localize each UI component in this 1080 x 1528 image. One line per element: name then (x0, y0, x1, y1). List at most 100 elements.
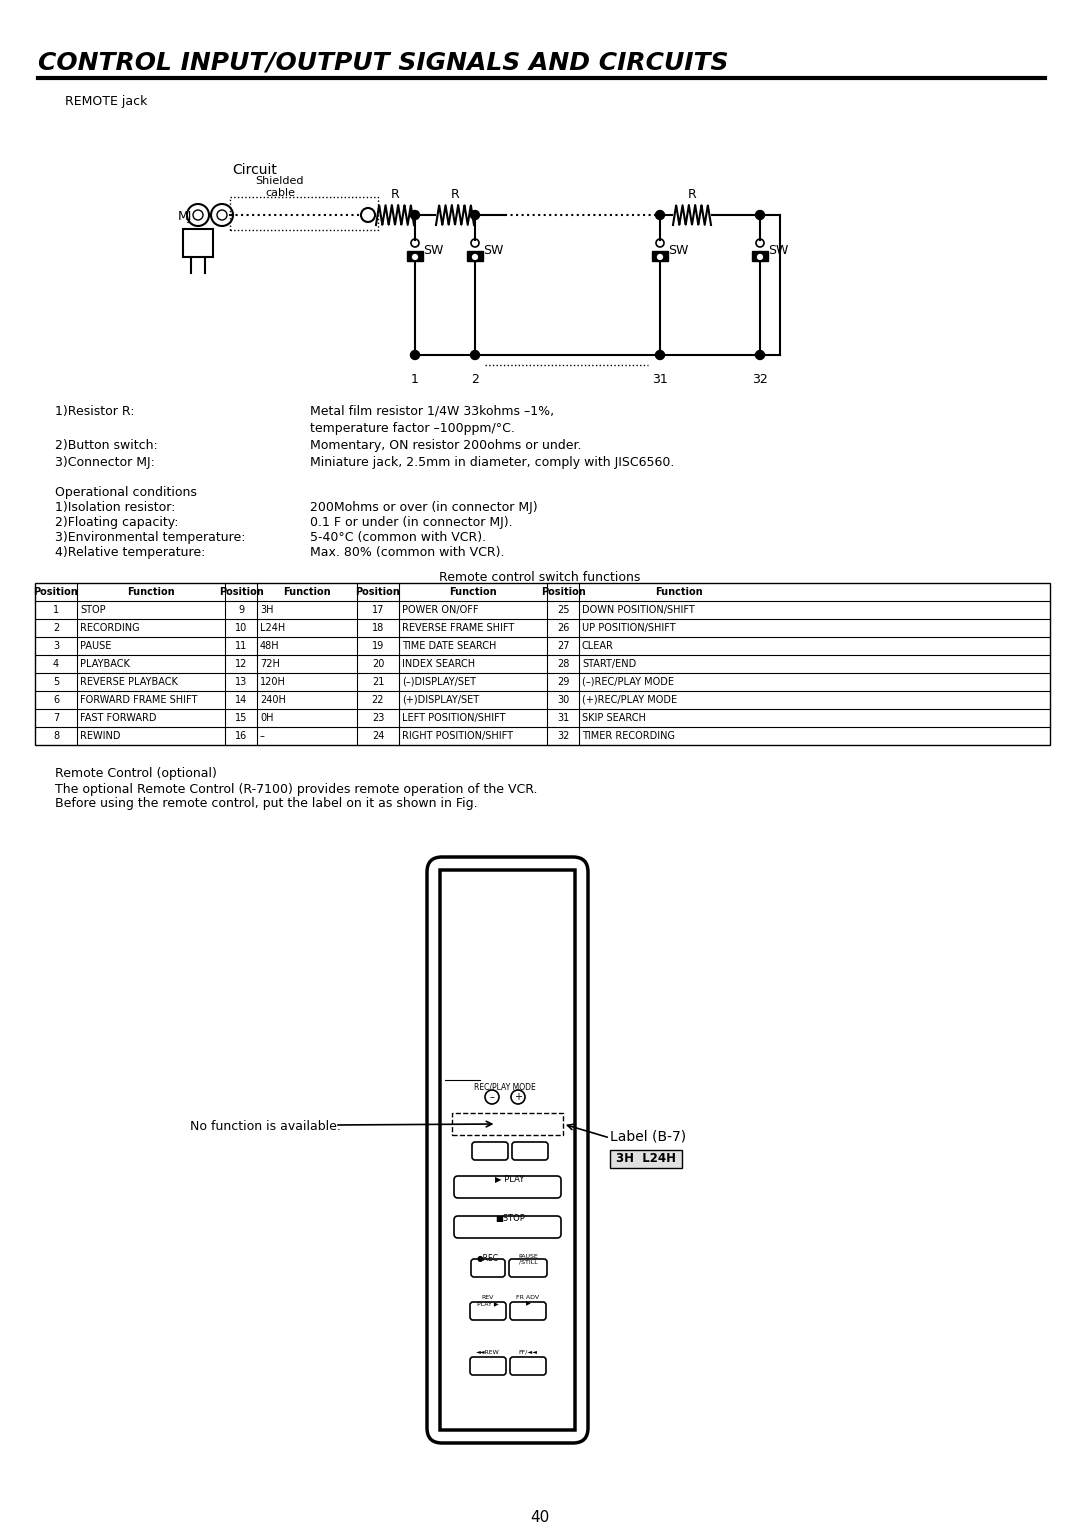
Text: The optional Remote Control (R-7100) provides remote operation of the VCR.: The optional Remote Control (R-7100) pro… (55, 782, 538, 796)
Text: 7: 7 (53, 714, 59, 723)
Circle shape (411, 238, 419, 248)
Circle shape (756, 350, 765, 359)
Text: 31: 31 (557, 714, 569, 723)
Text: Position: Position (218, 587, 264, 597)
Circle shape (471, 254, 480, 261)
Text: 18: 18 (372, 623, 384, 633)
Bar (467, 251, 483, 261)
Text: CLEAR: CLEAR (582, 642, 613, 651)
Text: Position: Position (33, 587, 79, 597)
Text: 17: 17 (372, 605, 384, 614)
Text: PAUSE
/STILL: PAUSE /STILL (518, 1254, 538, 1265)
Text: 28: 28 (557, 659, 569, 669)
Text: Function: Function (656, 587, 703, 597)
FancyBboxPatch shape (440, 869, 575, 1430)
Bar (752, 251, 768, 261)
Circle shape (410, 350, 419, 359)
Text: 14: 14 (234, 695, 247, 704)
Text: 2: 2 (53, 623, 59, 633)
Text: START/END: START/END (582, 659, 636, 669)
Text: 15: 15 (234, 714, 247, 723)
Text: 72H: 72H (260, 659, 280, 669)
Text: STOP: STOP (80, 605, 106, 614)
Text: Before using the remote control, put the label on it as shown in Fig.: Before using the remote control, put the… (55, 798, 477, 810)
Text: 5: 5 (53, 677, 59, 688)
Text: TIMER RECORDING: TIMER RECORDING (582, 730, 675, 741)
Text: 6: 6 (53, 695, 59, 704)
Text: 3)Connector MJ:: 3)Connector MJ: (55, 455, 154, 469)
Text: 40: 40 (530, 1510, 550, 1525)
Text: REV
PLAY ▶: REV PLAY ▶ (477, 1296, 499, 1306)
Text: DOWN POSITION/SHIFT: DOWN POSITION/SHIFT (582, 605, 694, 614)
Text: 32: 32 (557, 730, 569, 741)
Text: REWIND: REWIND (80, 730, 121, 741)
Text: ●REC: ●REC (477, 1254, 499, 1264)
Circle shape (756, 211, 765, 220)
Text: FORWARD FRAME SHIFT: FORWARD FRAME SHIFT (80, 695, 198, 704)
Text: Function: Function (127, 587, 175, 597)
Text: Label (B-7): Label (B-7) (610, 1131, 686, 1144)
Text: SKIP SEARCH: SKIP SEARCH (582, 714, 646, 723)
Text: 1: 1 (53, 605, 59, 614)
Text: SW: SW (669, 243, 688, 257)
Text: ▶ PLAY: ▶ PLAY (496, 1174, 525, 1183)
Text: Momentary, ON resistor 200ohms or under.: Momentary, ON resistor 200ohms or under. (310, 439, 581, 452)
Text: Remote control switch functions: Remote control switch functions (440, 571, 640, 584)
Text: 200Mohms or over (in connector MJ): 200Mohms or over (in connector MJ) (310, 501, 538, 513)
Text: INDEX SEARCH: INDEX SEARCH (402, 659, 475, 669)
Bar (610, 1151, 681, 1167)
Text: –: – (489, 1093, 495, 1102)
Bar (652, 251, 669, 261)
Text: R: R (688, 188, 697, 202)
Text: Function: Function (283, 587, 330, 597)
Circle shape (656, 254, 664, 261)
Text: 25: 25 (557, 605, 569, 614)
Text: MJ: MJ (178, 209, 192, 223)
Text: (–)REC/PLAY MODE: (–)REC/PLAY MODE (582, 677, 674, 688)
Text: 1)Isolation resistor:: 1)Isolation resistor: (55, 501, 175, 513)
Text: 20: 20 (372, 659, 384, 669)
Text: Max. 80% (common with VCR).: Max. 80% (common with VCR). (310, 545, 504, 559)
Text: 3H  L24H: 3H L24H (616, 1152, 676, 1166)
Text: 22: 22 (372, 695, 384, 704)
Text: Circuit: Circuit (232, 163, 276, 177)
Text: 5-40°C (common with VCR).: 5-40°C (common with VCR). (310, 532, 486, 544)
Text: POWER ON/OFF: POWER ON/OFF (402, 605, 478, 614)
Text: Position: Position (355, 587, 401, 597)
Text: 3: 3 (53, 642, 59, 651)
Circle shape (756, 238, 764, 248)
Circle shape (471, 211, 480, 220)
Text: –: – (260, 730, 265, 741)
Text: (–)DISPLAY/SET: (–)DISPLAY/SET (402, 677, 476, 688)
Text: 0H: 0H (260, 714, 273, 723)
Text: 30: 30 (557, 695, 569, 704)
Circle shape (411, 254, 419, 261)
Text: (+)REC/PLAY MODE: (+)REC/PLAY MODE (582, 695, 677, 704)
Text: 2)Floating capacity:: 2)Floating capacity: (55, 516, 178, 529)
Text: LEFT POSITION/SHIFT: LEFT POSITION/SHIFT (402, 714, 505, 723)
Text: SW: SW (483, 243, 503, 257)
Text: UP POSITION/SHIFT: UP POSITION/SHIFT (582, 623, 676, 633)
Text: 10: 10 (234, 623, 247, 633)
Text: 0.1 F or under (in connector MJ).: 0.1 F or under (in connector MJ). (310, 516, 513, 529)
Text: RIGHT POSITION/SHIFT: RIGHT POSITION/SHIFT (402, 730, 513, 741)
Text: RECORDING: RECORDING (80, 623, 139, 633)
Text: SW: SW (423, 243, 444, 257)
Text: Shielded
cable: Shielded cable (256, 176, 305, 197)
Bar (230, 197, 378, 231)
Text: 2)Button switch:: 2)Button switch: (55, 439, 158, 452)
Text: 27: 27 (557, 642, 569, 651)
Circle shape (471, 350, 480, 359)
Text: 32: 32 (752, 373, 768, 387)
Text: 4)Relative temperature:: 4)Relative temperature: (55, 545, 205, 559)
Circle shape (471, 238, 480, 248)
Text: REVERSE FRAME SHIFT: REVERSE FRAME SHIFT (402, 623, 514, 633)
Text: (+)DISPLAY/SET: (+)DISPLAY/SET (402, 695, 480, 704)
Text: TIME DATE SEARCH: TIME DATE SEARCH (402, 642, 497, 651)
Text: 11: 11 (234, 642, 247, 651)
Circle shape (656, 211, 664, 220)
Text: PLAYBACK: PLAYBACK (80, 659, 130, 669)
Text: Operational conditions: Operational conditions (55, 486, 197, 500)
Circle shape (656, 238, 664, 248)
Text: 9: 9 (238, 605, 244, 614)
